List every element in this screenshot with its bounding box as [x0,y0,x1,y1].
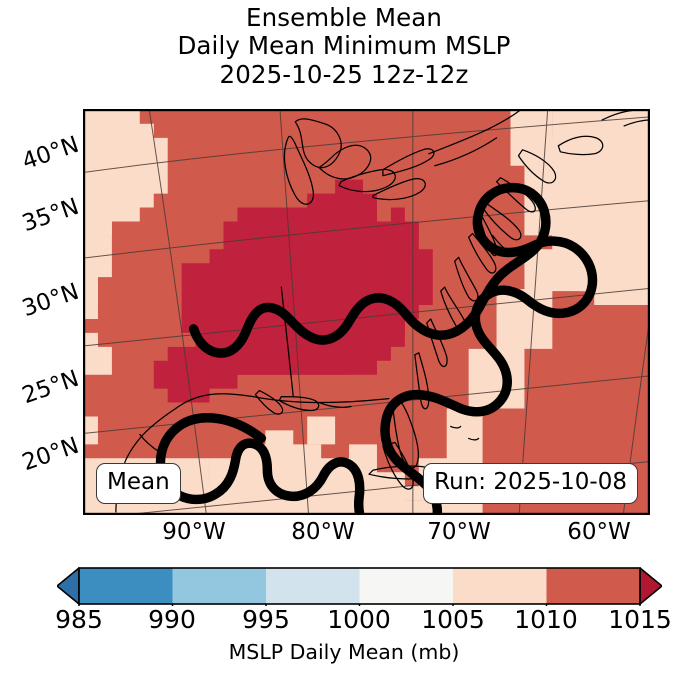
colorbar-extend-min [57,567,80,605]
mean-label-box: Mean [96,463,181,504]
lat-tick-40N: 40°N [18,131,83,176]
colorbar-tick-990: 990 [148,605,196,634]
title-line-3: 2025-10-25 12z-12z [219,59,469,89]
colorbar[interactable]: 985 990 995 1000 1005 1010 1015 [55,566,672,634]
colorbar-tick-1000: 1000 [327,605,391,634]
colorbar-band-1010-1015 [546,568,640,604]
title-line-2: Daily Mean Minimum MSLP [177,31,511,61]
colorbar-tickmarks [78,604,641,606]
mslp-contour-line [155,182,598,514]
lat-tick-25N: 25°N [18,365,83,410]
colorbar-band-990-995 [172,568,266,604]
fill-deep-crimson-core [153,179,433,403]
lat-tick-30N: 30°N [18,278,83,323]
colorbar-tick-1010: 1010 [514,605,578,634]
coastlines [115,110,649,513]
colorbar-tick-1015: 1015 [608,605,672,634]
mean-label-text: Mean [107,469,170,495]
map-canvas [84,110,649,514]
lon-tick-80W: 80°W [291,519,355,545]
lon-tick-90W: 90°W [162,519,226,545]
colorbar-tick-995: 995 [242,605,290,634]
colorbar-band-1000-1005 [359,568,453,604]
map-axes[interactable]: Mean Run: 2025-10-08 [83,109,650,515]
colorbar-band-995-1000 [266,568,360,604]
colorbar-svg [57,567,662,606]
colorbar-bands [79,568,640,604]
lat-tick-20N: 20°N [18,432,83,477]
lon-tick-60W: 60°W [567,519,631,545]
colorbar-tick-1005: 1005 [421,605,485,634]
colorbar-band-1005-1010 [453,568,547,604]
colorbar-band-985-990 [79,568,173,604]
lon-tick-70W: 70°W [427,519,491,545]
colorbar-axis-label: MSLP Daily Mean (mb) [228,640,460,664]
lat-tick-35N: 35°N [18,193,83,238]
run-label-text: Run: 2025-10-08 [434,469,627,495]
figure-title: Ensemble Mean Daily Mean Minimum MSLP 20… [0,3,688,89]
colorbar-extend-max [639,567,662,605]
title-line-1: Ensemble Mean [246,3,442,32]
colorbar-tick-985: 985 [55,605,103,634]
run-label-box: Run: 2025-10-08 [423,463,638,504]
